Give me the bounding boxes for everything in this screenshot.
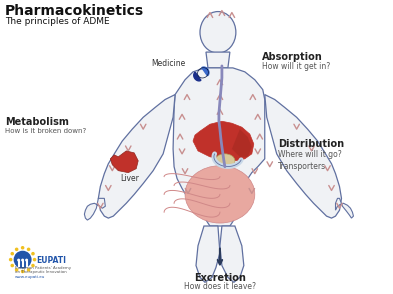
Text: Transporters: Transporters — [278, 162, 326, 171]
Text: Medicine: Medicine — [151, 59, 185, 68]
Text: Where will it go?: Where will it go? — [278, 150, 342, 159]
Circle shape — [27, 268, 30, 272]
Text: The principles of ADME: The principles of ADME — [5, 18, 109, 26]
Circle shape — [11, 264, 14, 267]
Ellipse shape — [185, 166, 255, 223]
Text: European Patients' Academy: European Patients' Academy — [15, 265, 71, 270]
Polygon shape — [202, 67, 209, 76]
Text: Excretion: Excretion — [194, 273, 246, 283]
Circle shape — [31, 264, 35, 267]
Ellipse shape — [215, 154, 235, 168]
Text: Distribution: Distribution — [278, 139, 344, 149]
Polygon shape — [84, 198, 105, 220]
Circle shape — [9, 258, 13, 261]
Polygon shape — [173, 68, 265, 226]
Text: Pharmacokinetics: Pharmacokinetics — [5, 4, 144, 18]
Circle shape — [21, 259, 24, 262]
Polygon shape — [336, 198, 353, 218]
Circle shape — [17, 259, 20, 262]
Polygon shape — [98, 95, 175, 218]
Polygon shape — [110, 151, 138, 173]
Polygon shape — [196, 226, 220, 282]
Polygon shape — [206, 52, 230, 68]
Text: Liver: Liver — [120, 174, 139, 183]
Text: Absorption: Absorption — [262, 52, 323, 62]
Polygon shape — [194, 72, 201, 81]
Polygon shape — [265, 95, 342, 218]
Circle shape — [21, 270, 24, 273]
Text: www.eupati.eu: www.eupati.eu — [15, 275, 45, 279]
Circle shape — [15, 248, 18, 251]
Circle shape — [21, 246, 24, 250]
Circle shape — [27, 248, 30, 251]
Circle shape — [33, 258, 37, 261]
Text: How is it broken down?: How is it broken down? — [5, 128, 86, 134]
Text: How will it get in?: How will it get in? — [262, 62, 330, 71]
Text: How does it leave?: How does it leave? — [184, 282, 256, 291]
Circle shape — [11, 252, 14, 255]
Circle shape — [31, 252, 35, 255]
Polygon shape — [220, 226, 244, 282]
Circle shape — [15, 268, 18, 272]
Circle shape — [14, 251, 31, 268]
Text: Metabolism: Metabolism — [5, 117, 68, 127]
Polygon shape — [193, 121, 254, 161]
Text: EUPATI: EUPATI — [37, 256, 66, 265]
Ellipse shape — [200, 11, 236, 53]
Polygon shape — [232, 129, 252, 157]
Text: on Therapeutic Innovation: on Therapeutic Innovation — [15, 270, 66, 275]
Circle shape — [25, 259, 28, 262]
